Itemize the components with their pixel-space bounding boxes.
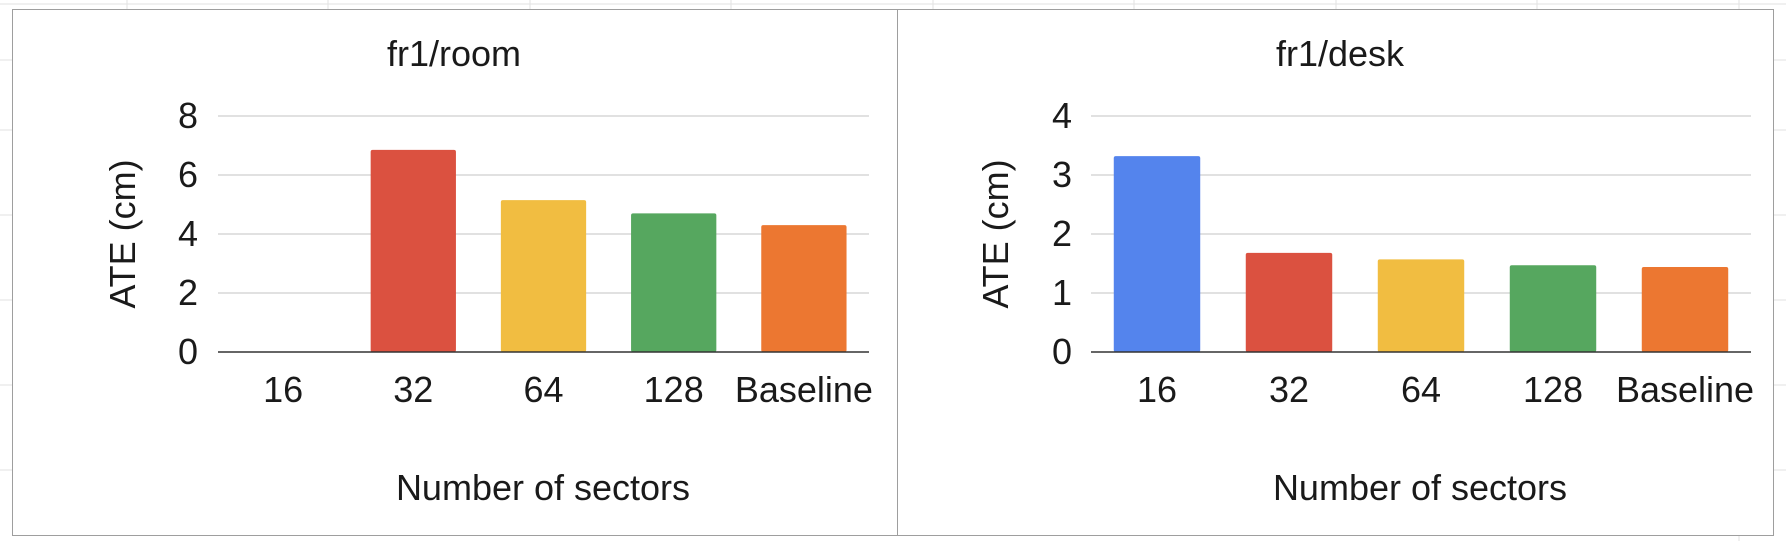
y-tick-label: 8: [178, 95, 198, 136]
x-tick-label: 128: [1523, 369, 1583, 410]
y-tick-label: 3: [1052, 154, 1072, 195]
bar-32: [1245, 252, 1333, 352]
y-tick-label: 2: [1052, 213, 1072, 254]
x-tick-label: 64: [1401, 369, 1441, 410]
x-tick-label: 64: [523, 369, 563, 410]
x-axis-title: Number of sectors: [396, 467, 690, 508]
y-axis-title: ATE (cm): [975, 159, 1016, 308]
bar-128: [631, 213, 717, 352]
x-tick-label: 16: [263, 369, 303, 410]
x-tick-label: 32: [393, 369, 433, 410]
x-tick-label: 128: [644, 369, 704, 410]
x-tick-label: 16: [1137, 369, 1177, 410]
y-tick-label: 1: [1052, 272, 1072, 313]
y-tick-label: 4: [1052, 95, 1072, 136]
y-axis-title: ATE (cm): [102, 159, 143, 308]
bar-64: [1377, 259, 1465, 352]
y-tick-label: 2: [178, 272, 198, 313]
y-tick-label: 0: [1052, 331, 1072, 372]
y-tick-label: 0: [178, 331, 198, 372]
chart-fr1-desk[interactable]: fr1/desk 0 1 2 3 4 16 32 64 128 Baseline Number of …: [897, 9, 1774, 536]
bar-32: [370, 149, 456, 352]
x-tick-label: 32: [1269, 369, 1309, 410]
chart-title: fr1/room: [387, 33, 521, 74]
bar-128: [1509, 265, 1597, 352]
bar-16: [1113, 156, 1201, 352]
chart-title: fr1/desk: [1276, 33, 1405, 74]
bar-64: [500, 200, 587, 352]
bar-baseline: [1641, 267, 1729, 352]
x-axis-title: Number of sectors: [1273, 467, 1567, 508]
x-tick-label: Baseline: [1616, 369, 1754, 410]
bar-baseline: [761, 225, 847, 352]
y-tick-label: 4: [178, 213, 198, 254]
chart-canvas: fr1/desk 0 1 2 3 4 16 32 64 128 Baseline Number of …: [975, 33, 1754, 508]
x-tick-label: Baseline: [735, 369, 873, 410]
y-tick-label: 6: [178, 154, 198, 195]
chart-canvas: fr1/room 0 2 4 6 8 16 32 64 128 Baseline Number of …: [102, 33, 873, 508]
chart-fr1-room[interactable]: fr1/room 0 2 4 6 8 16 32 64 128 Baseline Number of …: [12, 9, 898, 536]
